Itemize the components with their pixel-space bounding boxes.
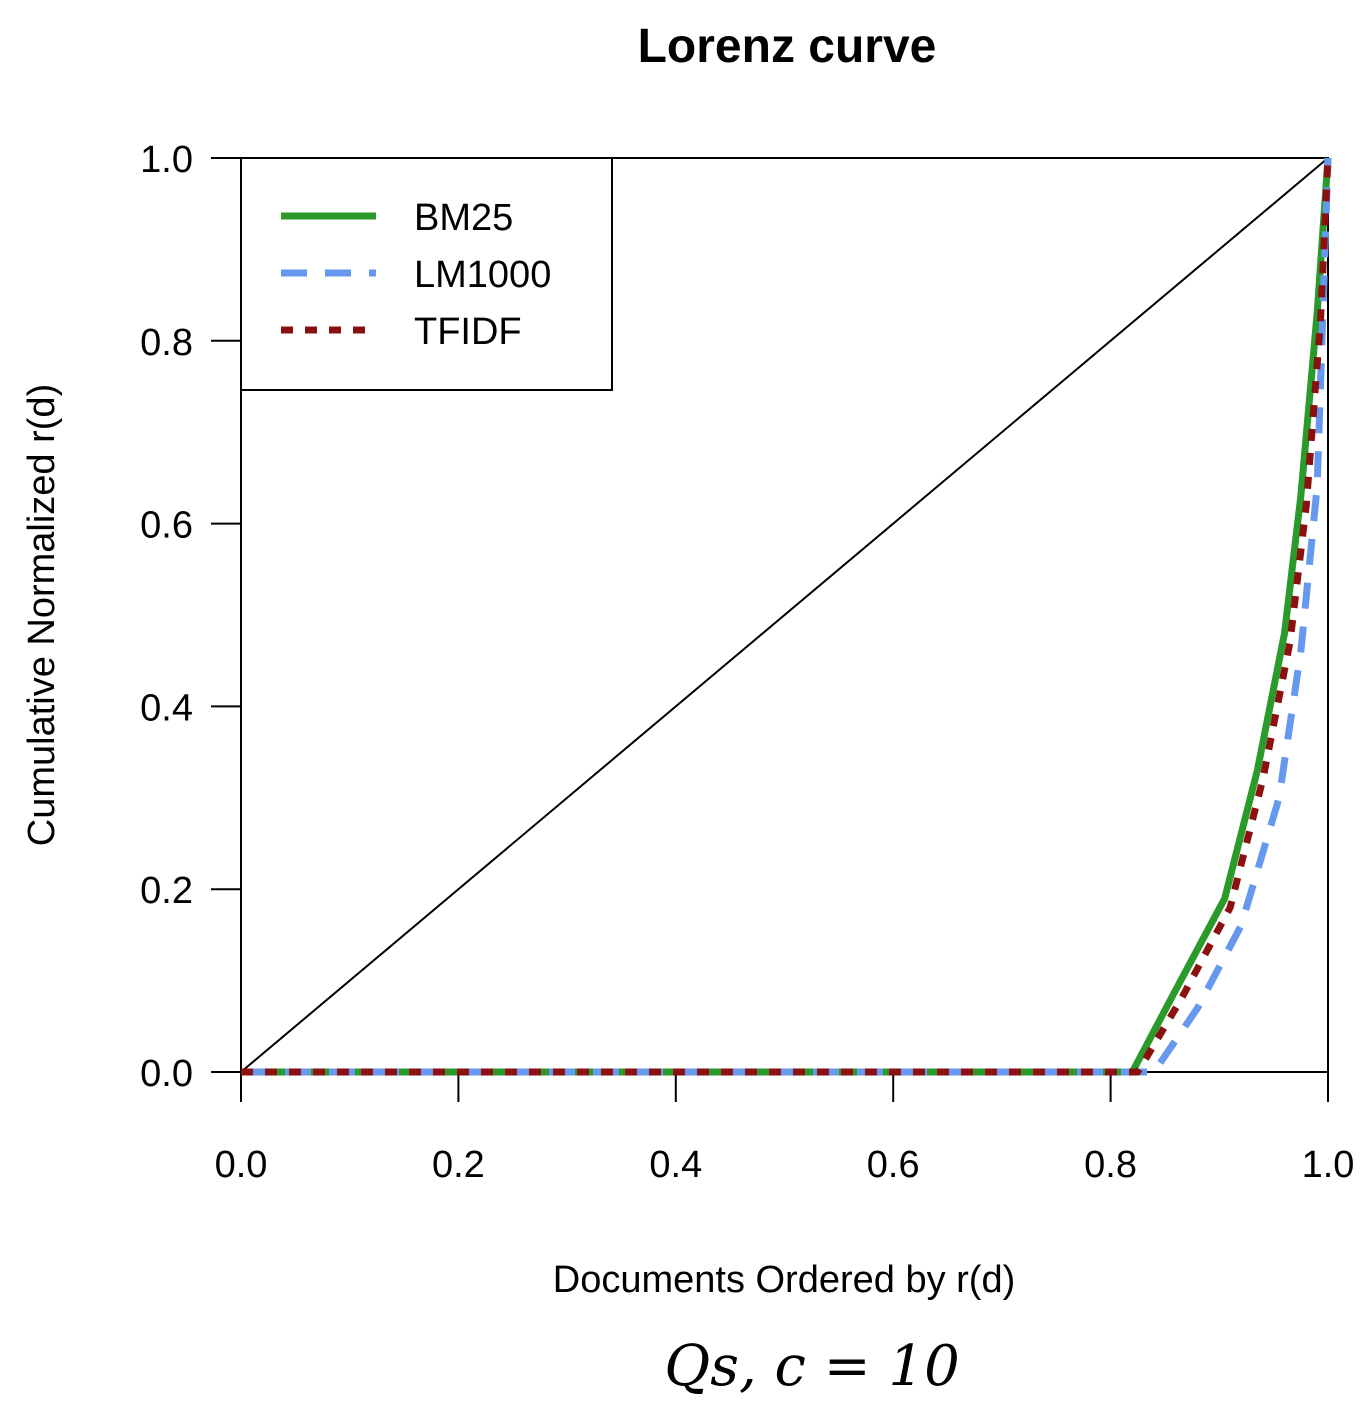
y-axis-label: Cumulative Normalized r(d): [21, 384, 63, 846]
x-tick-label: 0.6: [867, 1144, 920, 1186]
x-tick-label: 0.0: [215, 1144, 268, 1186]
x-axis: 0.0 0.2 0.4 0.6 0.8 1.0: [215, 1071, 1355, 1186]
y-tick-label: 1.0: [140, 139, 193, 181]
series-line-tfidf: [241, 157, 1332, 1076]
x-axis-label: Documents Ordered by r(d): [553, 1259, 1016, 1301]
y-axis: 0.0 0.2 0.4 0.6 0.8 1.0: [140, 139, 241, 1095]
y-tick-label: 0.4: [140, 687, 193, 729]
y-tick-label: 0.2: [140, 870, 193, 912]
legend-label-tfidf: TFIDF: [414, 311, 522, 353]
y-tick-label: 0.6: [140, 505, 193, 547]
y-tick-label: 0.0: [140, 1053, 193, 1095]
series-line-lm1000: [241, 157, 1332, 1076]
x-tick-label: 0.2: [432, 1144, 485, 1186]
legend: BM25 LM1000 TFIDF: [240, 157, 613, 391]
figure-caption: Qs, c = 10: [664, 1334, 959, 1399]
x-tick-label: 1.0: [1302, 1144, 1355, 1186]
x-tick-label: 0.4: [649, 1144, 702, 1186]
equality-reference-line: [240, 157, 1329, 1073]
legend-label-lm1000: LM1000: [414, 254, 551, 296]
chart-title: Lorenz curve: [638, 20, 937, 73]
series-line-bm25: [241, 157, 1332, 1076]
legend-label-bm25: BM25: [414, 197, 513, 239]
series-layer: [241, 157, 1332, 1076]
y-tick-label: 0.8: [140, 322, 193, 364]
x-tick-label: 0.8: [1084, 1144, 1137, 1186]
